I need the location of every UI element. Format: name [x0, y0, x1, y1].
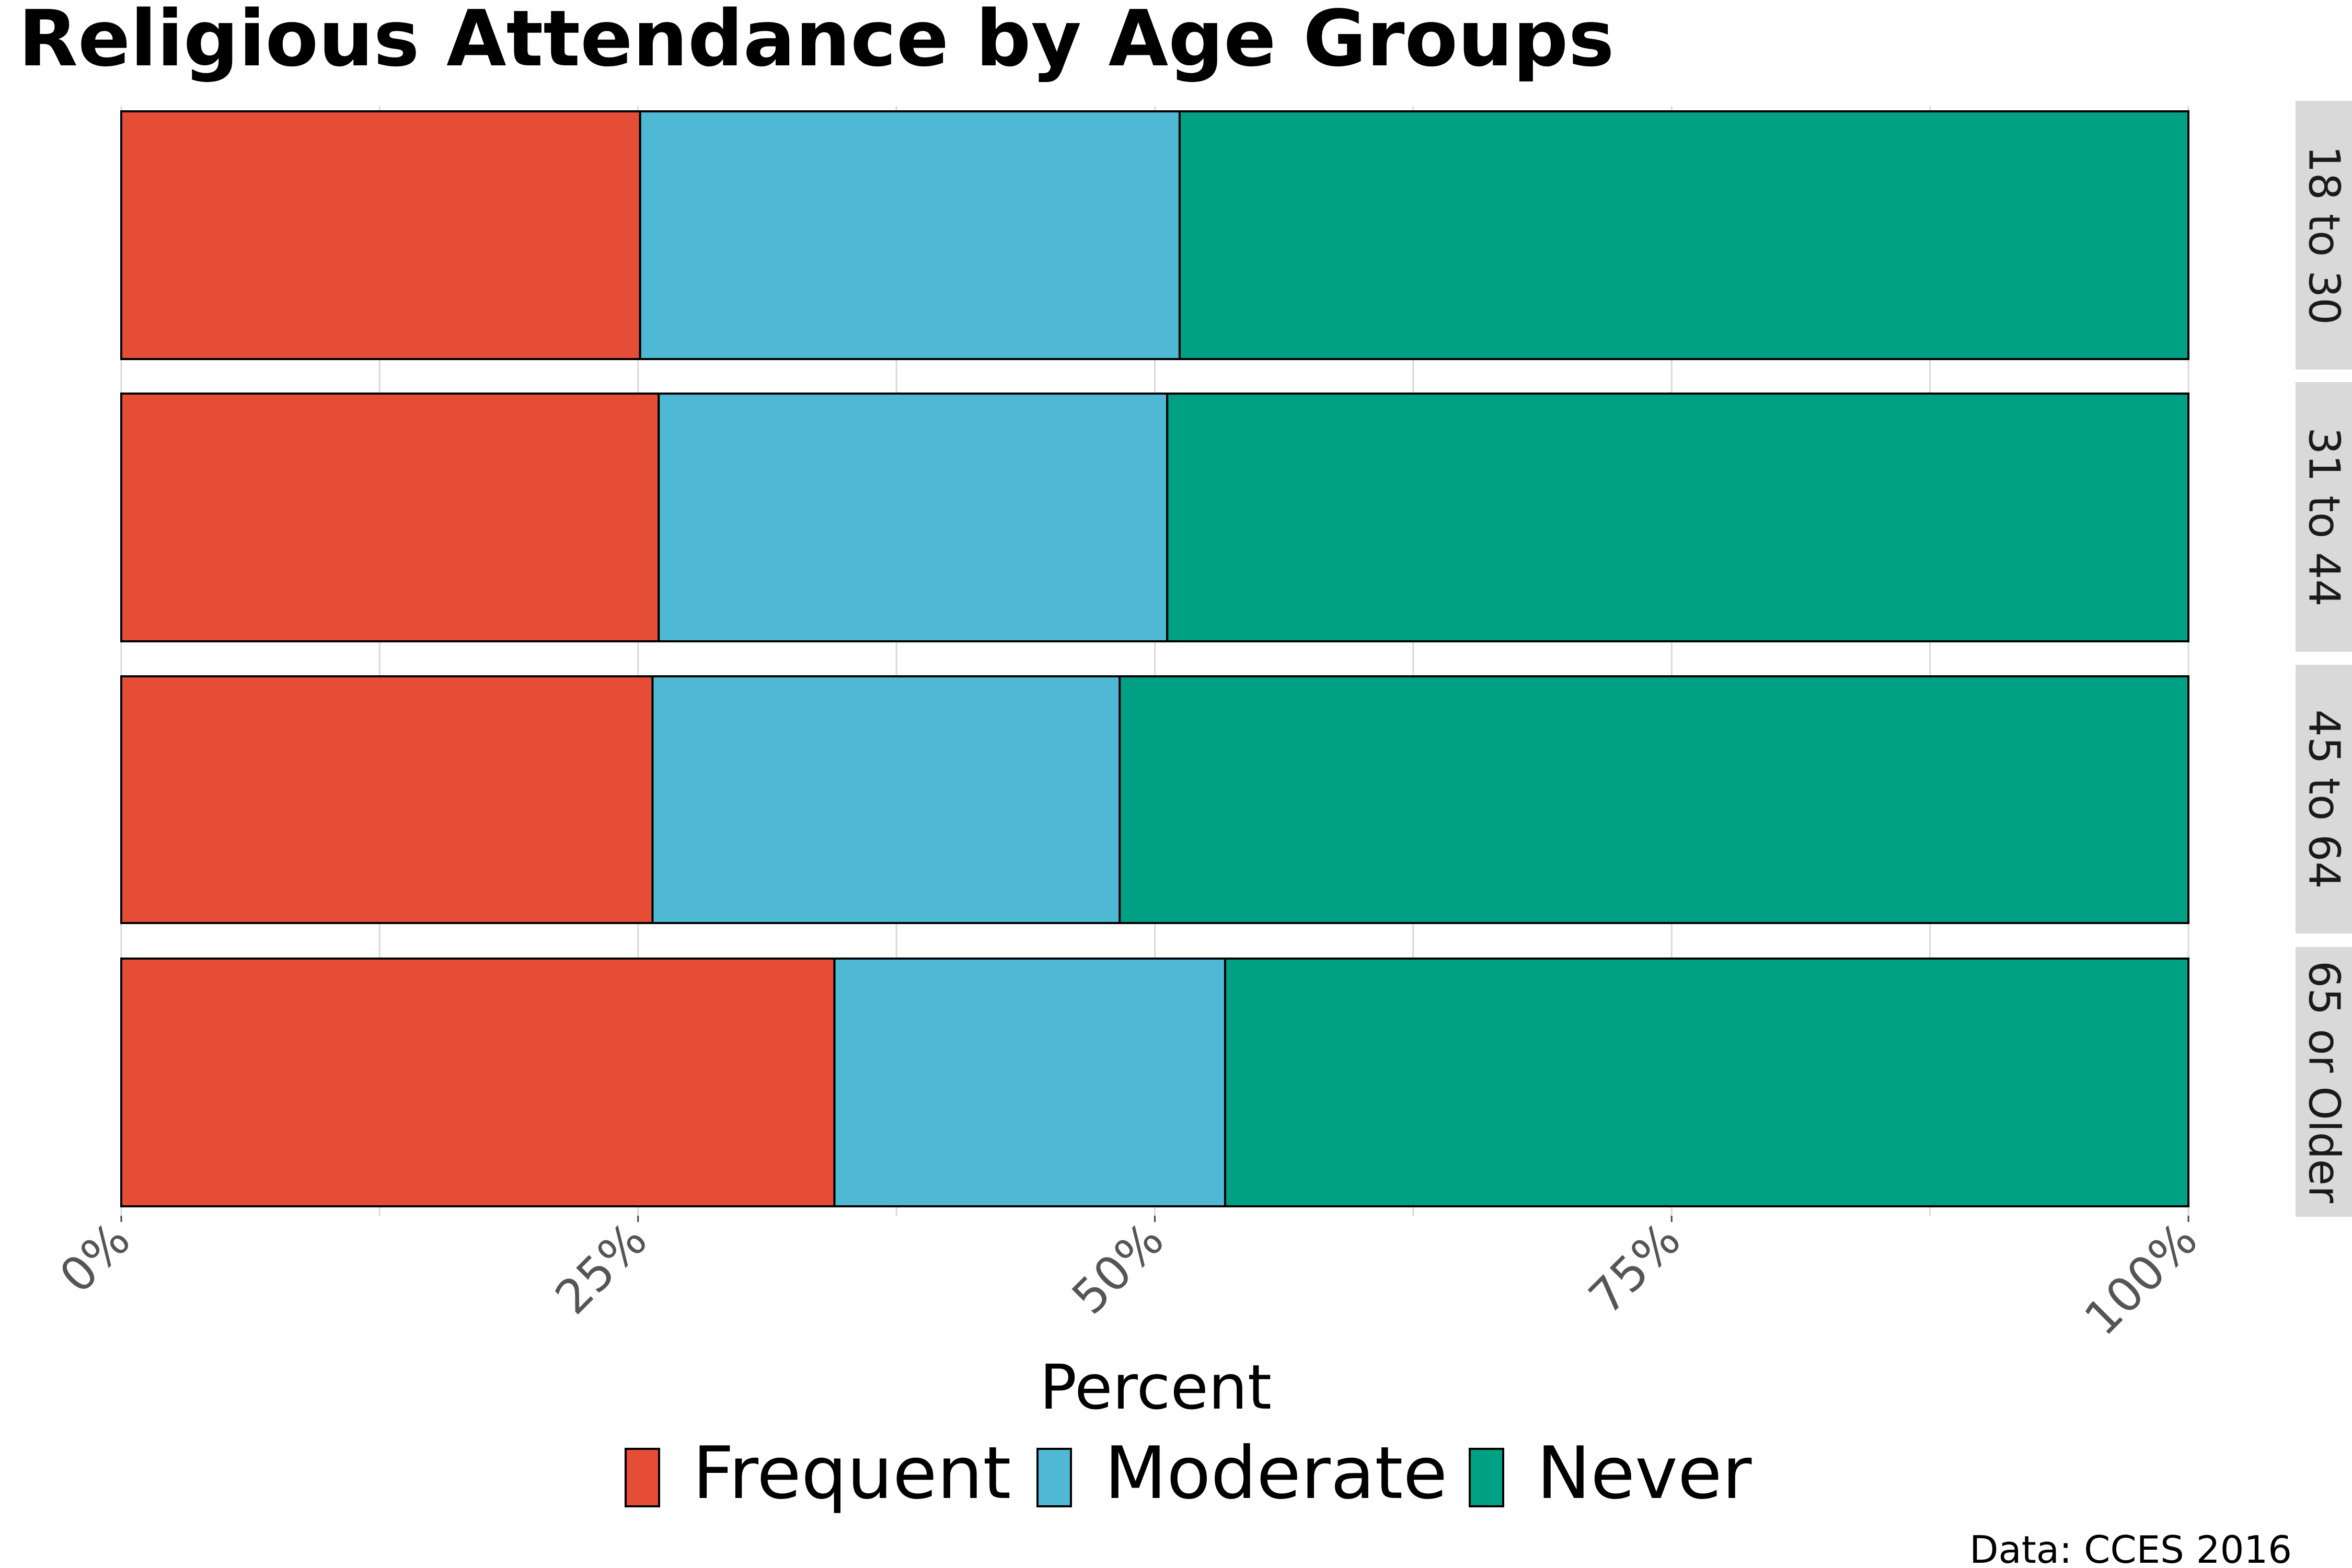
- facet-strip-label: 31 to 44: [2299, 427, 2349, 606]
- legend: Frequent Moderate Never: [625, 1431, 1752, 1515]
- bar-segment-frequent: [120, 958, 836, 1207]
- bar-segment-frequent: [120, 675, 654, 924]
- bar-segment-never: [1224, 958, 2189, 1207]
- legend-key: [625, 1448, 660, 1507]
- panel-3: [120, 958, 2189, 1207]
- facet-strip-bg: [2296, 382, 2352, 652]
- facet-strip-bg: [2296, 101, 2352, 370]
- panel-2: [120, 675, 2189, 924]
- legend-label: Never: [1537, 1431, 1752, 1515]
- facet-strip: 18 to 30: [2296, 101, 2352, 370]
- facet-panels: [120, 110, 2189, 1207]
- facet-strip-label: 65 or Older: [2299, 961, 2349, 1203]
- facet-strip: 45 to 64: [2296, 665, 2352, 933]
- bar-segment-moderate: [833, 958, 1226, 1207]
- legend-label: Moderate: [1104, 1431, 1447, 1515]
- legend-item-moderate: Moderate: [1036, 1431, 1447, 1515]
- bar-segment-never: [1166, 393, 2189, 642]
- legend-item-never: Never: [1469, 1431, 1752, 1515]
- facet-strips: 18 to 30 31 to 44 45 to 64 65 or Older: [2296, 101, 2352, 1217]
- x-tick-label: 0%: [49, 1212, 141, 1304]
- facet-strip-bg: [2296, 665, 2352, 933]
- bar-segment-never: [1119, 675, 2189, 924]
- bar-segment-moderate: [651, 675, 1121, 924]
- data-source-caption: Data: CCES 2016: [1969, 1528, 2292, 1568]
- x-axis: 0% 25% 50% 75% 100%: [49, 1212, 2208, 1346]
- facet-strip-label: 18 to 30: [2299, 145, 2349, 325]
- facet-strip-label: 45 to 64: [2299, 709, 2349, 889]
- facet-strip: 65 or Older: [2296, 947, 2352, 1217]
- bar-segment-frequent: [120, 110, 641, 360]
- legend-key: [1036, 1448, 1072, 1507]
- x-tick-label: 25%: [545, 1212, 658, 1325]
- bar-segment-never: [1178, 110, 2189, 360]
- facet-strip: 31 to 44: [2296, 382, 2352, 652]
- legend-item-frequent: Frequent: [625, 1431, 1011, 1515]
- facet-strip-bg: [2296, 947, 2352, 1217]
- legend-label: Frequent: [693, 1431, 1011, 1515]
- x-tick-label: 50%: [1062, 1212, 1174, 1325]
- x-tick-label: 75%: [1578, 1212, 1691, 1325]
- bar-segment-moderate: [658, 393, 1169, 642]
- panel-1: [120, 393, 2189, 642]
- bar-segment-moderate: [639, 110, 1181, 360]
- legend-key: [1469, 1448, 1504, 1507]
- x-tick-label: 100%: [2074, 1212, 2208, 1346]
- bar-segment-frequent: [120, 393, 660, 642]
- x-axis-title: Percent: [1040, 1351, 1272, 1423]
- panel-0: [120, 110, 2189, 360]
- chart-title: Religious Attendance by Age Groups: [18, 0, 1615, 84]
